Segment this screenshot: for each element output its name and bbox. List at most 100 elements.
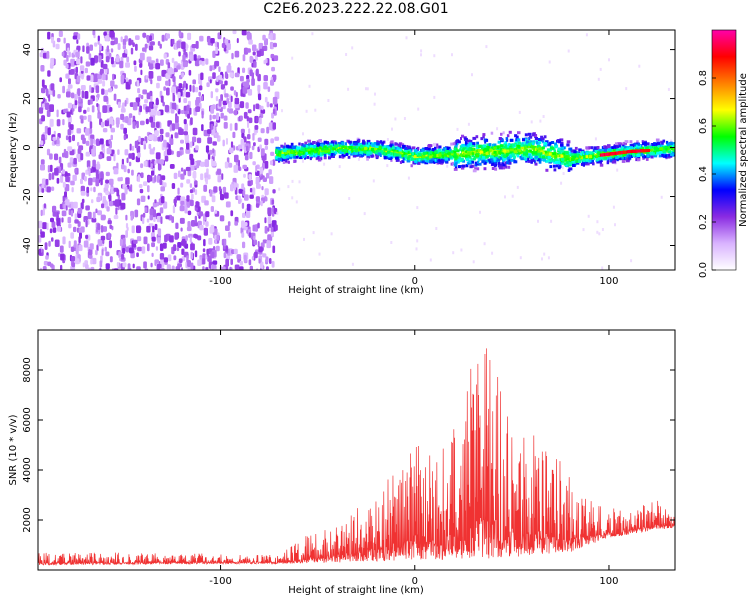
spectrogram-cell: [160, 134, 163, 142]
spectrogram-cell: [383, 156, 387, 160]
spectrogram-cell: [201, 110, 204, 119]
spectrogram-cell: [246, 32, 252, 40]
spectrogram-cell: [490, 157, 493, 161]
spectrogram-cell: [578, 158, 582, 162]
spectrogram-cell: [293, 150, 297, 154]
spectrogram-cell: [259, 268, 262, 270]
spectrogram-cell: [157, 41, 161, 46]
spectrogram-cell: [531, 158, 535, 162]
spectrogram-cell: [554, 154, 558, 158]
spectrogram-cell: [312, 231, 315, 235]
spectrogram-cell: [531, 144, 534, 148]
spectrogram-cell: [587, 162, 590, 166]
spectrogram-cell: [154, 109, 157, 116]
y-tick-label: 20: [22, 92, 33, 105]
spectrogram-cell: [289, 152, 292, 156]
spectrogram-cell: [249, 265, 253, 270]
spectrogram-cell: [62, 195, 65, 202]
spectrogram-cell: [449, 155, 452, 159]
spectrogram-cell: [377, 148, 382, 152]
spectrogram-cell: [514, 142, 518, 146]
spectrogram-cell: [621, 146, 624, 150]
spectrogram-cell: [136, 225, 141, 234]
spectrogram-cell: [138, 135, 141, 143]
spectrogram-cell: [668, 153, 672, 157]
spectrogram-cell: [436, 145, 439, 149]
spectrogram-cell: [464, 137, 468, 141]
spectrogram-cell: [149, 35, 152, 42]
spectrogram-cell: [183, 169, 187, 176]
snr-x-label: Height of straight line (km): [288, 585, 424, 596]
spectrogram-cell: [87, 114, 92, 122]
spectrogram-cell: [482, 135, 485, 139]
spectrogram-cell: [136, 266, 141, 270]
spectrogram-cell: [201, 124, 204, 132]
spectrogram-cell: [532, 148, 536, 151]
spectrogram-cell: [270, 160, 273, 166]
spectrogram-cell: [263, 82, 268, 90]
spectrogram-cell: [130, 47, 134, 55]
spectrogram-cell: [204, 159, 209, 168]
spectrogram-cell: [580, 162, 584, 166]
spectrogram-cell: [244, 222, 248, 227]
spectrogram-cell: [159, 243, 164, 252]
spectrogram-cell: [405, 36, 408, 40]
spectrogram-cell: [293, 155, 296, 159]
spectrogram-cell: [387, 150, 391, 154]
spectrogram-cell: [156, 82, 160, 89]
spectrogram-cell: [390, 152, 393, 156]
spectrogram-cell: [101, 214, 106, 220]
spectrogram-cell: [246, 203, 251, 211]
spectrogram-cell: [521, 144, 525, 148]
spectrogram-cell: [222, 104, 226, 110]
spectrogram-cell: [169, 138, 174, 145]
spectrogram-cell: [625, 147, 630, 151]
spectrogram-cell: [160, 216, 163, 224]
spectrogram-cell: [83, 109, 87, 114]
spectrogram-cell: [474, 167, 477, 171]
spectrogram-cell: [305, 144, 309, 148]
spectrogram-cell: [202, 248, 206, 253]
spectrogram-cell: [417, 153, 422, 156]
spectrogram-cell: [78, 96, 81, 103]
spectrogram-cell: [144, 99, 149, 104]
spectrogram-cell: [40, 140, 44, 146]
spectrogram-cell: [550, 154, 554, 157]
spectrogram-cell: [317, 158, 322, 162]
spectrogram-cell: [490, 131, 494, 135]
spectrogram-cell: [234, 221, 238, 226]
spectrogram-cell: [144, 268, 149, 270]
spectrogram-cell: [211, 195, 216, 203]
spectrogram-cell: [538, 160, 542, 164]
spectrogram-cell: [351, 46, 354, 50]
spectrogram-cell: [216, 234, 220, 241]
spectrogram-cell: [673, 142, 675, 145]
spectrogram-cell: [506, 138, 509, 142]
spectrogram-cell: [452, 251, 455, 255]
spectrogram-cell: [253, 239, 257, 246]
spectrogram-cell: [450, 150, 454, 154]
spectrogram-cell: [156, 175, 161, 183]
spectrogram-cell: [645, 146, 649, 150]
spectrogram-cell: [432, 156, 437, 160]
spectrogram-cell: [142, 47, 147, 52]
spectrogram-cell: [240, 138, 245, 146]
spectrogram-cell: [443, 153, 447, 157]
spectrogram-cell: [454, 165, 458, 169]
spectrogram-cell: [145, 75, 148, 80]
spectrogram-cell: [185, 235, 188, 241]
snr-frame: [37, 329, 676, 571]
spectrogram-cell: [238, 144, 243, 149]
spectrogram-cell: [501, 166, 506, 170]
spectrogram-cell: [144, 43, 148, 49]
spectrogram-cell: [88, 168, 91, 177]
spectrogram-cell: [264, 160, 269, 169]
spectrogram-cell: [99, 138, 104, 145]
spectrogram-cell: [363, 212, 366, 216]
spectrogram-cell: [246, 74, 250, 80]
spectrogram-cell: [596, 146, 600, 149]
spectrogram-cell: [149, 208, 154, 216]
spectrogram-cell: [183, 98, 188, 104]
spectrogram-cell: [157, 228, 162, 236]
spectrogram-cell: [180, 173, 185, 180]
